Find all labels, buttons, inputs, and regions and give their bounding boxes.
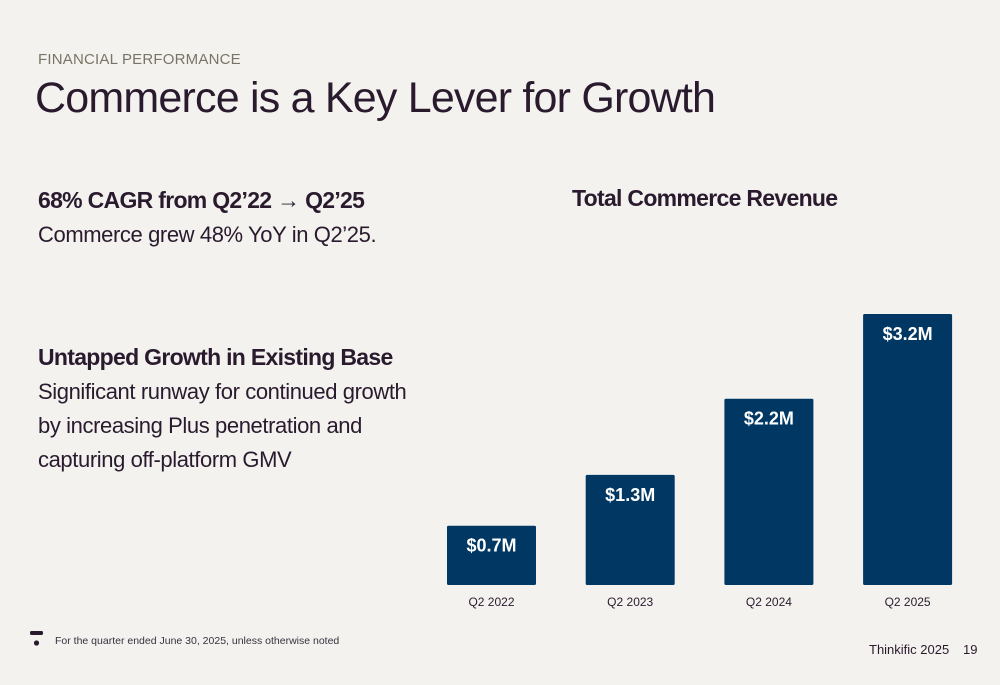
data-label: $0.7M (466, 536, 516, 556)
chart-title: Total Commerce Revenue (572, 185, 838, 211)
highlight-untapped-growth: Untapped Growth in Existing Base Signifi… (38, 344, 418, 477)
data-label: $1.3M (605, 485, 655, 505)
page-number: 19 (963, 642, 978, 657)
bar-q2-2023 (585, 474, 675, 585)
highlight-untapped-heading: Untapped Growth in Existing Base (38, 344, 393, 370)
x-tick-label: Q2 2025 (885, 595, 931, 609)
highlight-cagr: 68% CAGR from Q2’22 → Q2’25 Commerce gre… (38, 187, 418, 252)
x-tick-label: Q2 2023 (607, 595, 653, 609)
x-tick-label: Q2 2022 (468, 595, 514, 609)
section-eyebrow: FINANCIAL PERFORMANCE (38, 51, 241, 68)
highlight-cagr-heading: 68% CAGR from Q2’22 → Q2’25 (38, 187, 365, 213)
bar-q2-2022 (447, 525, 536, 585)
thinkific-logo-icon (30, 631, 43, 646)
bar-q2-2025 (863, 314, 953, 585)
highlight-untapped-body: Significant runway for continued growth … (38, 379, 407, 472)
brand-label: Thinkific 2025 (869, 642, 950, 657)
highlight-cagr-body: Commerce grew 48% YoY in Q2’25. (38, 222, 377, 247)
x-tick-label: Q2 2024 (746, 595, 792, 609)
bar-q2-2024 (724, 398, 814, 585)
data-label: $2.2M (744, 409, 794, 429)
page-title: Commerce is a Key Lever for Growth (35, 74, 716, 122)
data-label: $3.2M (883, 324, 933, 344)
footnote: For the quarter ended June 30, 2025, unl… (55, 635, 340, 647)
